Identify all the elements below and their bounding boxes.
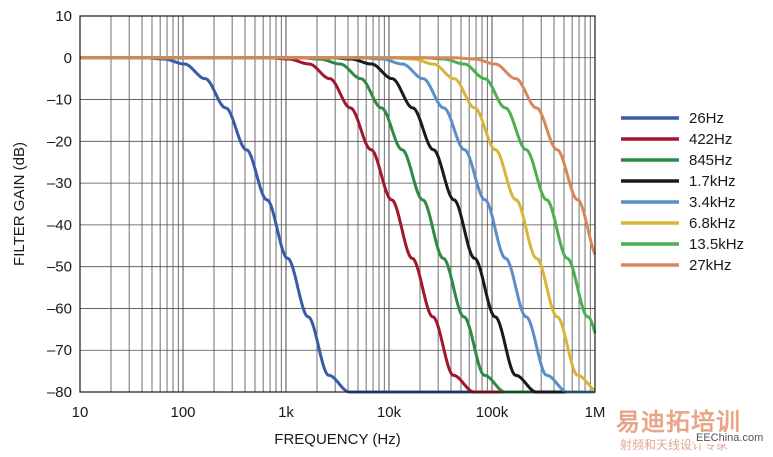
x-tick-label: 1k [278, 404, 294, 421]
x-tick-label: 100k [476, 404, 509, 421]
watermark-site-text: EEChina.com [694, 432, 766, 444]
y-tick-label: –60 [47, 300, 72, 317]
x-tick-labels: 10 100 1k 10k 100k 1M [72, 404, 606, 421]
legend-label: 3.4kHz [689, 194, 736, 211]
y-tick-label: –50 [47, 259, 72, 276]
y-tick-label: –10 [47, 92, 72, 109]
legend-label: 845Hz [689, 152, 732, 169]
y-tick-label: –70 [47, 342, 72, 359]
y-tick-label: –30 [47, 175, 72, 192]
x-axis-label: FREQUENCY (Hz) [274, 431, 400, 448]
legend-label: 6.8kHz [689, 215, 736, 232]
y-axis-label: FILTER GAIN (dB) [11, 142, 28, 266]
x-tick-label: 100 [170, 404, 195, 421]
x-tick-label: 1M [585, 404, 606, 421]
legend-label: 1.7kHz [689, 173, 736, 190]
legend-label: 422Hz [689, 131, 732, 148]
y-tick-label: 10 [55, 8, 72, 25]
y-tick-label: –80 [47, 384, 72, 401]
legend: 26Hz 422Hz 845Hz 1.7kHz 3.4kHz 6.8kHz 13.5kHz 2… [621, 110, 744, 274]
x-tick-label: 10 [72, 404, 89, 421]
y-tick-label: –20 [47, 133, 72, 150]
y-tick-label: –40 [47, 217, 72, 234]
watermark-logo: 易迪拓培训 射频和天线设计专家 EEChina.com [612, 402, 772, 456]
grid-lines [79, 15, 595, 393]
y-tick-labels: 10 0 –10 –20 –30 –40 –50 –60 –70 –80 [47, 8, 72, 401]
series-line-27kHz [79, 56, 597, 256]
legend-label: 13.5kHz [689, 236, 744, 253]
legend-label: 26Hz [689, 110, 724, 127]
x-tick-label: 10k [377, 404, 402, 421]
plot-series [79, 56, 597, 394]
legend-label: 27kHz [689, 257, 732, 274]
plot-frame [79, 15, 596, 393]
watermark-main-text: 易迪拓培训 [616, 408, 741, 436]
y-tick-label: 0 [64, 50, 72, 67]
series-line-6.8kHz [79, 56, 596, 393]
